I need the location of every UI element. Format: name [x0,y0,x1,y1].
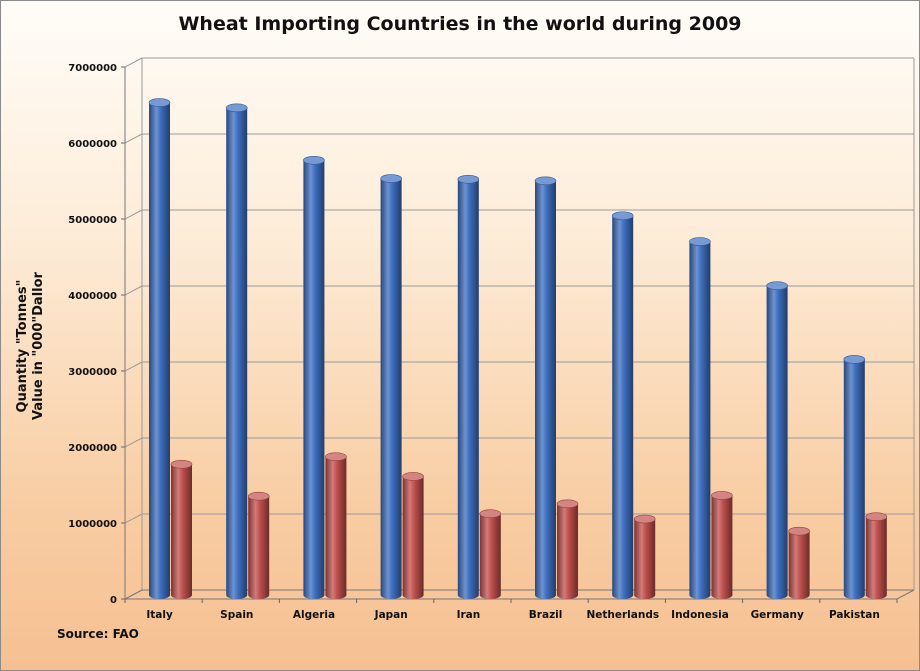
x-tick-label: Pakistan [829,609,880,621]
bar-italy-series1 [149,102,170,599]
bar-top-pakistan-series2 [865,512,888,522]
y-tick-label: 6000000 [68,139,117,150]
source-note: Source: FAO [57,627,139,641]
bar-italy-series2 [171,464,192,599]
x-tick-label: Iran [457,609,481,621]
x-tick-label: Spain [220,609,253,621]
bar-top-indonesia-series2 [711,491,733,500]
x-tick-label: Italy [146,609,173,621]
y-tick-label: 3000000 [68,367,117,378]
bar-top-italy-series1 [148,98,171,107]
bar-spain-series2 [248,496,270,599]
bar-pakistan-series1 [843,359,865,599]
bar-top-germany-series1 [766,281,788,290]
bar-top-algeria-series2 [325,452,347,461]
gridline-depth [124,209,143,220]
bar-top-brazil-series2 [556,499,579,509]
bar-top-iran-series1 [457,174,480,184]
chart-title: Wheat Importing Countries in the world d… [178,13,742,35]
gridline-depth [124,57,143,68]
y-tick-label: 2000000 [68,443,117,454]
bar-top-iran-series2 [479,509,502,518]
bar-indonesia-series2 [711,495,733,599]
bar-top-netherlands-series1 [611,211,634,221]
bar-top-germany-series2 [788,526,810,536]
x-tick-label: Indonesia [671,609,729,621]
gridline-depth [124,285,143,296]
bar-germany-series1 [766,285,788,599]
bar-algeria-series1 [303,160,325,599]
bar-top-pakistan-series1 [843,355,866,364]
x-tick-label: Brazil [529,609,563,621]
bar-top-spain-series1 [225,103,248,113]
bar-brazil-series2 [557,503,578,599]
gridline-depth [124,513,143,524]
x-tick-label: Germany [751,609,804,621]
bar-netherlands-series1 [612,215,634,599]
bar-algeria-series2 [325,456,347,599]
bar-pakistan-series2 [865,516,887,599]
bar-netherlands-series2 [634,519,656,599]
bar-japan-series2 [402,476,424,599]
gridline-depth [124,361,143,372]
bar-japan-series1 [380,178,402,599]
bar-iran-series1 [457,179,479,599]
bar-top-japan-series2 [402,472,424,481]
x-tick-label: Algeria [293,609,335,621]
bar-top-spain-series2 [247,491,270,501]
x-tick-label: Japan [374,609,408,621]
bar-top-italy-series2 [170,459,193,469]
y-tick-label: 5000000 [68,215,117,226]
bar-top-brazil-series1 [534,176,557,186]
bar-top-indonesia-series1 [689,237,711,246]
bar-brazil-series1 [535,180,556,600]
bar-indonesia-series1 [689,241,711,599]
chart-floor [124,589,915,600]
x-tick-label: Netherlands [586,609,659,621]
gridline-depth [124,437,143,448]
bar-top-japan-series1 [380,174,402,183]
y-tick-label: 1000000 [68,519,117,530]
y-tick-label: 4000000 [68,291,117,302]
y-tick-label: 0 [110,595,117,606]
bar-spain-series1 [226,107,248,599]
gridline-depth [124,133,143,144]
bar-germany-series2 [788,531,810,599]
bar-top-netherlands-series2 [633,514,656,524]
bar-top-algeria-series1 [303,155,325,165]
bar-iran-series2 [479,513,501,599]
y-tick-label: 7000000 [68,63,117,74]
